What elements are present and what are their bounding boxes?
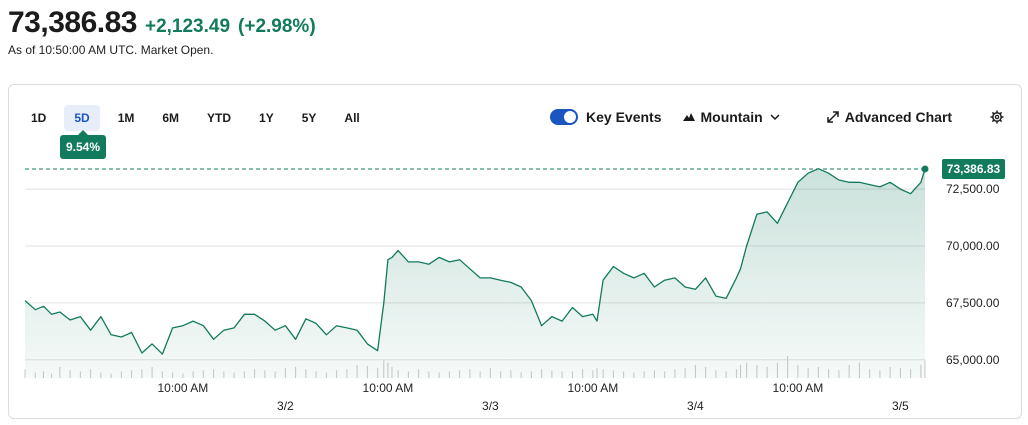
quote-header: 73,386.83 +2,123.49 (+2.98%) As of 10:50…	[8, 6, 708, 66]
current-price-tag	[942, 158, 1005, 179]
x-tick-label: 10:00 AM	[773, 381, 824, 395]
range-button-ytd[interactable]: YTD	[207, 111, 232, 125]
as-of-timestamp: As of 10:50:00 AM UTC. Market Open.	[8, 43, 214, 57]
x-tick-label: 3/5	[892, 399, 909, 413]
chart-card: 1D 5D 1M 6M YTD 1Y 5Y All 9.54% Key Events Moun…	[8, 84, 1022, 419]
x-tick-label: 10:00 AM	[568, 381, 619, 395]
key-events-toggle[interactable]: Key Events	[550, 109, 661, 125]
advanced-chart-button[interactable]: Advanced Chart	[826, 109, 953, 125]
x-tick-label: 3/2	[277, 399, 294, 413]
price-line	[24, 168, 926, 355]
range-button-all[interactable]: All	[344, 111, 360, 125]
current-price-dot	[921, 165, 929, 173]
chevron-down-icon	[770, 114, 780, 121]
price-change-percent: (+2.98%)	[238, 16, 316, 37]
chart-type-dropdown[interactable]: Mountain	[683, 109, 780, 125]
y-tick-label: 65,000.00	[946, 353, 1000, 367]
gear-icon	[990, 110, 1004, 124]
advanced-chart-label: Advanced Chart	[844, 109, 953, 125]
expand-icon	[826, 111, 839, 123]
range-change-badge: 9.54%	[60, 130, 107, 159]
y-tick-label: 72,500.00	[946, 182, 1000, 196]
mountain-icon	[683, 113, 696, 121]
y-tick-label: 70,000.00	[946, 239, 1000, 253]
chart-type-label: Mountain	[700, 109, 763, 125]
x-tick-label: 3/3	[482, 399, 499, 413]
chart-settings-button[interactable]	[990, 110, 1004, 124]
x-tick-label: 10:00 AM	[363, 381, 414, 395]
range-button-5y[interactable]: 5Y	[301, 111, 317, 125]
range-button-1d[interactable]: 1D	[31, 111, 47, 125]
x-tick-label: 10:00 AM	[158, 381, 209, 395]
price-chart[interactable]: 65,000.00 67,500.00 70,000.00 72,500.00 10:…	[9, 85, 1021, 418]
chart-toolbar: Key Events Mountain Advanced Chart	[550, 109, 1004, 125]
key-events-label: Key Events	[586, 109, 662, 125]
range-button-5d[interactable]: 5D	[64, 105, 100, 131]
range-button-6m[interactable]: 6M	[162, 111, 180, 125]
y-tick-label: 67,500.00	[946, 296, 1000, 310]
current-price: 73,386.83	[8, 6, 137, 39]
range-button-1m[interactable]: 1M	[117, 111, 135, 125]
current-price-label: 73,386.83	[947, 162, 1001, 176]
x-tick-label: 3/4	[687, 399, 704, 413]
range-selector: 1D 5D 1M 6M YTD 1Y 5Y All	[21, 105, 370, 131]
range-button-1y[interactable]: 1Y	[259, 111, 274, 125]
price-change: +2,123.49	[144, 16, 231, 37]
toggle-switch-icon[interactable]	[550, 109, 578, 125]
